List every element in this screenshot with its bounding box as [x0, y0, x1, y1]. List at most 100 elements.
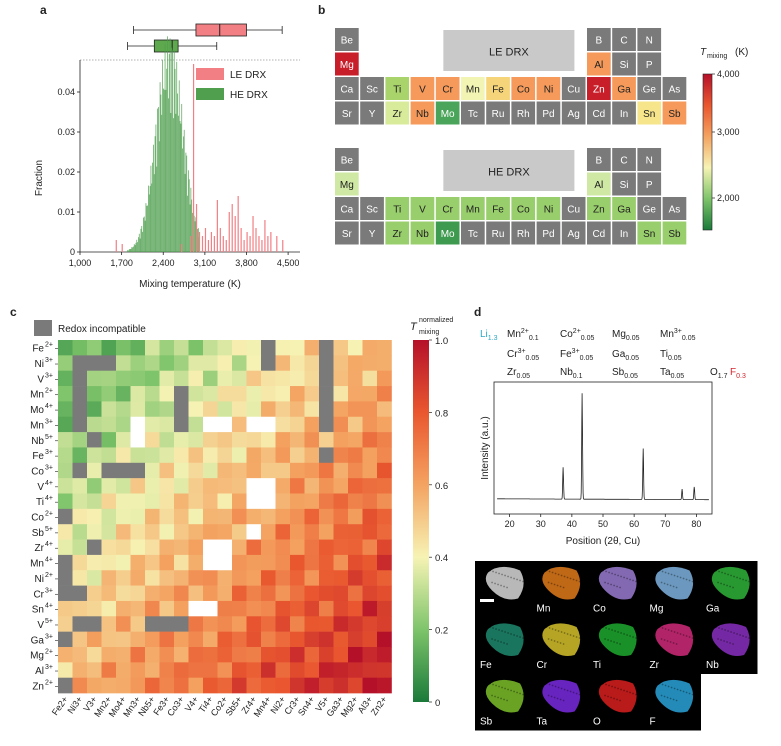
heatmap-cell: [333, 554, 349, 571]
heatmap-row-charge: 3+: [45, 449, 53, 456]
heatmap-cell: [217, 524, 233, 540]
eds-speckle: [685, 635, 688, 637]
eds-speckle: [632, 579, 634, 582]
eds-speckle: [545, 626, 548, 628]
heatmap-cell: [290, 508, 305, 525]
heatmap-cell: [87, 370, 102, 387]
le-tile-fe: [486, 77, 510, 100]
heatmap-cell: [290, 416, 305, 433]
heatmap-row-charge: 4+: [45, 541, 53, 548]
eds-speckle: [626, 634, 628, 636]
eds-speckle: [667, 629, 670, 631]
le-hist-bar: [267, 236, 269, 252]
colorbar-tick-label: 0.4: [435, 553, 448, 564]
heatmap-cell: [246, 524, 262, 540]
heatmap-cell: [217, 401, 233, 418]
heatmap-cell: [261, 355, 276, 371]
heatmap-cell: [188, 508, 204, 525]
heatmap-row-charge: 4+: [45, 403, 53, 410]
heatmap-cell: [116, 401, 131, 418]
colorbar-tick-label: 4,000: [717, 69, 740, 79]
he-hist-bar: [181, 103, 183, 252]
eds-speckle: [506, 643, 508, 645]
heatmap-cell: [304, 662, 320, 678]
le-tile-label: Tc: [468, 109, 478, 120]
eds-speckle: [718, 627, 720, 629]
eds-speckle: [732, 586, 734, 589]
xrd-x-tick-label: 50: [598, 519, 608, 529]
eds-speckle: [575, 692, 578, 695]
he-tile-mn: [461, 197, 485, 220]
le-hist-bar: [261, 240, 263, 252]
heatmap-cell: [232, 340, 247, 356]
eds-speckle: [553, 696, 556, 699]
heatmap-cell: [188, 416, 204, 433]
heatmap-cell: [145, 585, 160, 602]
heatmap-cell: [246, 355, 262, 371]
heatmap-cell: [174, 370, 189, 387]
heatmap-cell: [87, 462, 102, 479]
heatmap-cell: [362, 600, 378, 617]
heatmap-cell: [87, 677, 102, 694]
heatmap-cell: [232, 585, 247, 602]
eds-speckle: [679, 689, 682, 692]
heatmap-cell: [101, 355, 117, 371]
he-tile-sr: [335, 221, 359, 245]
xrd-x-tick-label: 20: [505, 519, 515, 529]
le-tile-si: [612, 52, 636, 76]
heatmap-cell: [116, 447, 131, 464]
heatmap-row-charge: 3+: [45, 372, 53, 379]
heatmap-cell: [232, 401, 247, 418]
le-hist-bar: [240, 228, 242, 252]
eds-speckle: [489, 682, 491, 685]
heatmap-cell: [261, 447, 276, 464]
he-tile-label: P: [646, 180, 653, 191]
eds-speckle: [717, 581, 719, 584]
heatmap-cell: [319, 432, 334, 448]
le-banner: [443, 30, 575, 71]
legend-swatch: [196, 88, 224, 100]
heatmap-row-label: Mn: [30, 420, 44, 431]
le-tile-label: Nb: [416, 109, 429, 120]
heatmap-cell: [58, 600, 73, 617]
heatmap-cell: [232, 493, 247, 510]
eds-speckle: [551, 571, 554, 574]
heatmap-cell: [130, 616, 146, 632]
eds-speckle: [660, 638, 663, 640]
he-tile-ag: [561, 221, 586, 245]
he-hist-bar: [146, 205, 148, 252]
heatmap-cell: [101, 508, 117, 525]
eds-speckle: [732, 643, 734, 645]
eds-speckle: [726, 641, 728, 643]
xrd-x-label: Position (2θ, Cu): [566, 536, 640, 547]
heatmap-cell: [290, 478, 305, 494]
heatmap-cell: [145, 662, 160, 678]
heatmap-cell: [203, 432, 218, 448]
panel-a: a 0 0.01 0.02 0.03 0.04 1,000 1,700 2,400 3,100 3,…: [34, 3, 300, 290]
eds-speckle: [733, 575, 735, 578]
eds-speckle: [720, 639, 722, 641]
composition-term: O1.7: [710, 367, 728, 380]
he-tile-al: [587, 172, 611, 196]
eds-map-particle: [542, 679, 581, 713]
he-tile-label: Ge: [643, 205, 657, 216]
he-tile-cr: [435, 197, 460, 220]
heatmap-cell: [246, 600, 262, 617]
eds-speckle: [516, 635, 518, 637]
heatmap-cell: [188, 462, 204, 479]
eds-speckle: [506, 586, 508, 589]
le-hist-bar: [181, 244, 183, 252]
eds-speckle: [672, 698, 675, 701]
he-hist-bar: [162, 59, 163, 253]
heatmap-cell: [348, 416, 363, 433]
heatmap-row-charge: 5+: [45, 618, 53, 625]
heatmap-cell: [304, 401, 320, 418]
eds-speckle: [510, 633, 512, 635]
le-tile-sn: [637, 101, 662, 125]
le-hist-bar: [201, 236, 204, 252]
heatmap-cell: [348, 462, 363, 479]
heatmap-cell: [87, 585, 102, 602]
eds-speckle: [745, 636, 747, 638]
eds-speckle: [498, 685, 500, 688]
he-hist-bar: [148, 194, 150, 252]
